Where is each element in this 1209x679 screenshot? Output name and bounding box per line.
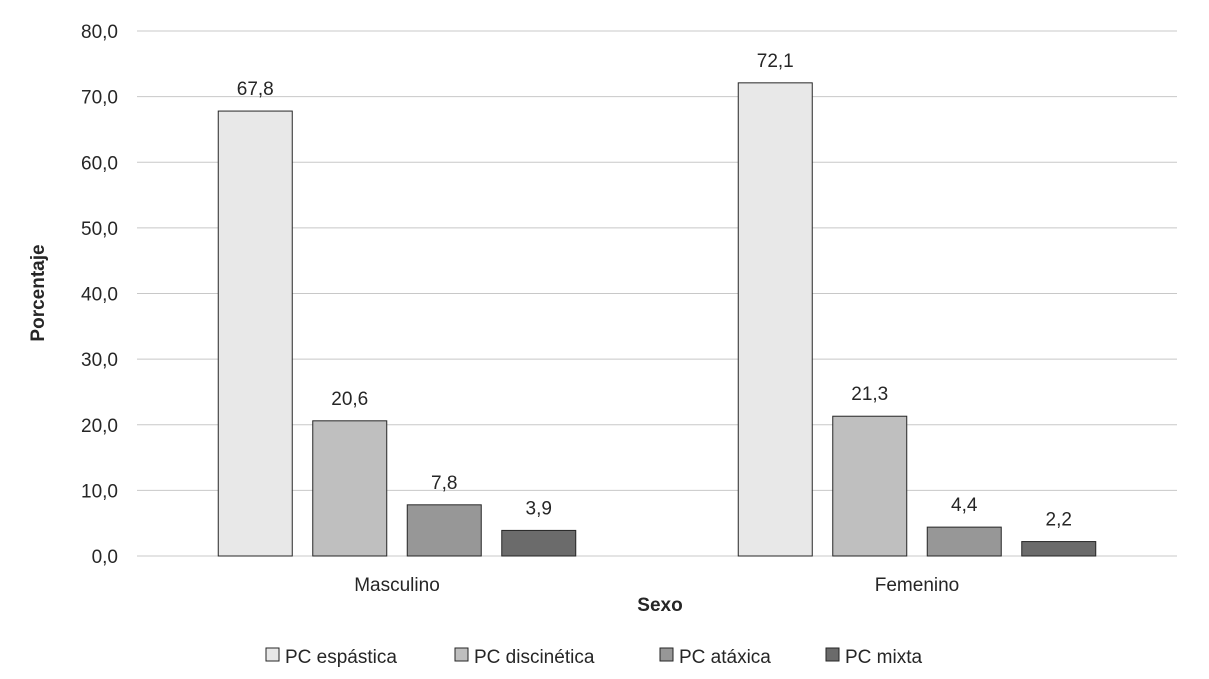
bar bbox=[501, 529, 577, 557]
y-tick-label: 20,0 bbox=[81, 416, 118, 437]
data-label: 21,3 bbox=[851, 384, 888, 405]
x-axis-title: Sexo bbox=[637, 595, 682, 616]
y-tick-label: 80,0 bbox=[81, 22, 118, 43]
bar bbox=[312, 420, 388, 557]
legend-swatch bbox=[659, 647, 674, 662]
legend-swatch bbox=[454, 647, 469, 662]
x-category-label: Femenino bbox=[875, 575, 960, 596]
y-tick-label: 60,0 bbox=[81, 153, 118, 174]
data-label: 67,8 bbox=[237, 79, 274, 100]
y-tick-label: 10,0 bbox=[81, 481, 118, 502]
data-label: 20,6 bbox=[331, 389, 368, 410]
bar bbox=[926, 526, 1002, 557]
x-axis-categories: Masculino Femenino bbox=[354, 575, 959, 596]
bar bbox=[1021, 541, 1097, 557]
y-axis-ticks: 0,0 10,0 20,0 30,0 40,0 50,0 60,0 70,0 80,0 bbox=[81, 22, 118, 568]
y-tick-label: 40,0 bbox=[81, 285, 118, 306]
x-category-label: Masculino bbox=[354, 575, 440, 596]
data-label: 2,2 bbox=[1046, 510, 1072, 531]
data-labels: 67,8 20,6 7,8 3,9 72,1 21,3 4,4 2,2 bbox=[237, 51, 1072, 531]
y-tick-label: 30,0 bbox=[81, 350, 118, 371]
data-label: 4,4 bbox=[951, 495, 978, 516]
legend-label: PC mixta bbox=[845, 647, 923, 668]
legend-label: PC espástica bbox=[285, 647, 397, 668]
data-label: 7,8 bbox=[431, 473, 457, 494]
data-label: 3,9 bbox=[526, 498, 552, 519]
y-tick-label: 50,0 bbox=[81, 219, 118, 240]
legend-label: PC atáxica bbox=[679, 647, 771, 668]
y-tick-label: 70,0 bbox=[81, 88, 118, 109]
bar bbox=[406, 504, 482, 557]
gridlines bbox=[137, 30, 1177, 557]
legend-label: PC discinética bbox=[474, 647, 595, 668]
bar bbox=[832, 415, 908, 557]
legend-swatch bbox=[825, 647, 840, 662]
bar bbox=[737, 82, 813, 557]
legend-swatch bbox=[265, 647, 280, 662]
y-axis-title: Porcentaje bbox=[28, 244, 49, 341]
bars bbox=[217, 82, 1097, 557]
legend: PC espástica PC discinética PC atáxica PC m… bbox=[265, 647, 923, 668]
bar bbox=[217, 110, 293, 557]
data-label: 72,1 bbox=[757, 51, 794, 72]
y-tick-label: 0,0 bbox=[92, 547, 118, 568]
